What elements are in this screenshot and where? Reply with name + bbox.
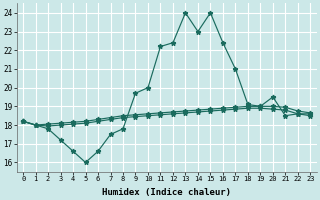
X-axis label: Humidex (Indice chaleur): Humidex (Indice chaleur) xyxy=(102,188,231,197)
